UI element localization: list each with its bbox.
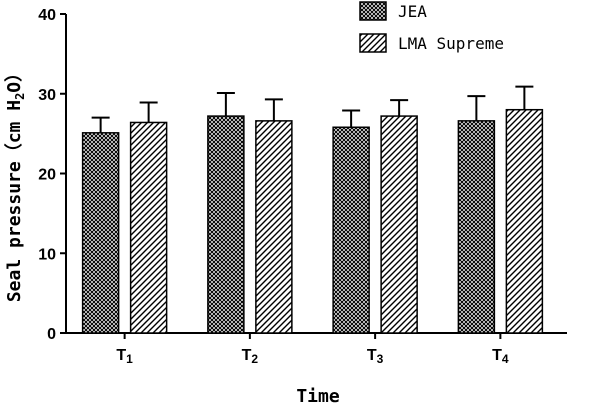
x-tick-label-base: T [367, 347, 377, 364]
x-ticks: T1 T2 T3 T4 [116, 333, 509, 366]
x-tick-label: T2 [242, 347, 259, 366]
bar-diagonal [129, 121, 168, 334]
bar-crosshatch [81, 132, 120, 334]
legend-label: JEA [398, 2, 427, 21]
x-tick-label-subscript: 3 [377, 352, 384, 366]
x-tick-label-base: T [492, 347, 502, 364]
legend-swatch-crosshatch [359, 1, 387, 21]
bar-crosshatch [457, 120, 496, 334]
y-tick-label: 10 [38, 246, 56, 263]
y-tick-label: 30 [38, 87, 56, 104]
x-tick-label: T3 [367, 347, 384, 366]
legend: JEA LMA Supreme [359, 1, 504, 53]
bar-crosshatch [207, 115, 245, 334]
bar-diagonal [380, 115, 418, 334]
y-tick-label: 20 [38, 167, 56, 184]
bars [81, 108, 544, 334]
error-bars [91, 85, 534, 133]
x-tick-label-base: T [242, 347, 252, 364]
x-tick-label-subscript: 2 [251, 352, 258, 366]
x-tick-label-subscript: 4 [502, 352, 509, 366]
y-axis-title: Seal pressure（cm H2O） [4, 64, 27, 302]
y-axis-title-subscript: 2 [13, 93, 27, 100]
x-tick-label: T1 [116, 347, 133, 366]
y-axis-title-tail: O） [4, 64, 25, 93]
x-axis-title: Time [296, 386, 340, 405]
bar-diagonal [255, 120, 293, 334]
bar-diagonal [505, 108, 544, 334]
x-tick-label: T4 [492, 347, 509, 366]
y-tick-label: 0 [47, 326, 56, 343]
y-ticks: 0 10 20 30 40 [38, 7, 66, 343]
legend-label: LMA Supreme [398, 34, 504, 53]
y-axis-title-main: Seal pressure（cm H [4, 100, 25, 302]
y-tick-label: 40 [38, 7, 56, 24]
legend-swatch-diagonal [359, 33, 387, 53]
bar-crosshatch [332, 126, 370, 334]
x-tick-label-base: T [116, 347, 126, 364]
x-tick-label-subscript: 1 [126, 352, 133, 366]
